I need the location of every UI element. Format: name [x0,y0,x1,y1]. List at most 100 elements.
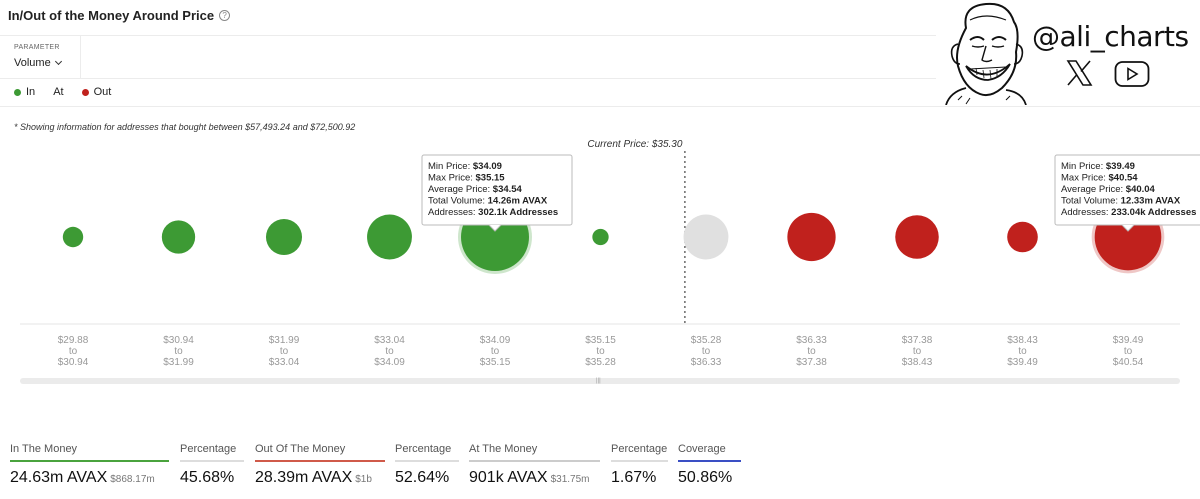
tick-label-from: $35.15 [585,335,616,346]
stat-value: 50.86% [678,469,741,487]
tick-label-from: $39.49 [1113,335,1144,346]
divider [0,78,936,79]
tick-label-to-word: to [174,346,183,357]
tick-label-to: $34.09 [374,357,405,368]
bubble-out[interactable] [895,215,939,259]
stat-value-text: 901k AVAX [469,469,548,486]
tooltip-row-label: Max Price: [428,173,476,184]
bubble-in[interactable] [62,226,84,248]
legend-in-label: In [26,86,36,98]
stat-value: 52.64% [395,469,459,487]
tick-label-from: $30.94 [163,335,194,346]
tooltip-row-value: $40.54 [1109,173,1139,184]
chevron-down-icon [54,57,62,66]
legend-out-dot [81,88,89,96]
bubble-out[interactable] [1007,221,1038,253]
stat-value-text: 24.63m AVAX [10,469,108,486]
tick-label-to-word: to [913,346,922,357]
tooltip-row-value: $34.09 [473,161,502,172]
tooltip-row-value: 233.04k Addresses [1111,207,1196,218]
stat-label: Percentage [611,443,668,455]
stat-sub-value: $31.75m [550,474,590,485]
legend-out[interactable]: Out [81,86,112,98]
tick-label-to: $38.43 [902,357,933,368]
bubble-at[interactable] [683,214,729,260]
stat-in-the-money: In The Money 24.63m AVAX $868.17m [10,443,169,487]
tooltip-row: Min Price: $39.49 [1061,161,1135,172]
horizontal-scrollbar[interactable]: ||| [20,378,1180,384]
tick-label-from: $33.04 [374,335,405,346]
tick-label-to-word: to [280,346,289,357]
stat-label: In The Money [10,443,78,455]
tooltip-row-value: $39.49 [1106,161,1135,172]
tooltip-row-label: Min Price: [1061,161,1106,172]
tick-label-from: $38.43 [1007,335,1038,346]
bubble-out[interactable] [787,212,836,262]
tooltip-row: Max Price: $40.54 [1061,173,1138,184]
brand-watermark: @ali_charts [936,0,1200,106]
tooltip-row: Addresses: 302.1k Addresses [428,207,558,218]
tooltip-row: Addresses: 233.04k Addresses [1061,207,1196,218]
tooltip-row: Total Volume: 12.33m AVAX [1061,196,1181,207]
tooltip-row-value: $40.04 [1126,184,1156,195]
bubble-in[interactable] [161,220,196,254]
divider [0,106,1200,107]
stat-coverage: Coverage 50.86% [678,443,741,487]
tooltip-row-value: 12.33m AVAX [1121,196,1181,207]
stat-label: Out Of The Money [255,443,346,455]
tick-label-to: $40.54 [1113,357,1144,368]
tick-label-to-word: to [1124,346,1133,357]
youtube-icon[interactable] [1114,60,1150,88]
scroll-grip-icon[interactable]: ||| [596,378,601,384]
tooltip-row: Average Price: $40.04 [1061,184,1156,195]
legend-in-dot [14,88,21,96]
tick-label-to-word: to [385,346,394,357]
bubble-in[interactable] [265,218,303,256]
stat-value-text: 45.68% [180,469,235,486]
tooltip-row-label: Max Price: [1061,173,1109,184]
parameter-select[interactable]: Volume [14,57,62,69]
stat-percentage: Percentage 52.64% [395,443,459,487]
tooltip-row-value: $35.15 [476,173,506,184]
tick-label-from: $31.99 [269,335,300,346]
current-price-label: Current Price: $35.30 [587,139,682,150]
tick-label-to: $39.49 [1007,357,1038,368]
tooltip-row: Min Price: $34.09 [428,161,502,172]
tick-label-to-word: to [807,346,816,357]
stat-sub-value: $868.17m [110,474,155,485]
title-row: In/Out of the Money Around Price ? [8,8,231,23]
legend-at[interactable]: At [53,86,63,98]
tick-label-to: $33.04 [269,357,300,368]
meme-face-avatar [945,2,1027,106]
x-icon[interactable] [1064,58,1094,88]
bubble-in[interactable] [367,214,412,260]
stat-rule [180,460,244,462]
tooltip-row-value: 302.1k Addresses [478,207,558,218]
tick-label-to-word: to [702,346,711,357]
stat-at-the-money: At The Money 901k AVAX $31.75m [469,443,600,487]
help-icon[interactable]: ? [219,10,231,21]
tooltip-row-value: 14.26m AVAX [488,196,548,207]
stat-value: 1.67% [611,469,668,487]
stat-rule [611,460,668,462]
legend-in[interactable]: In [14,86,35,98]
tick-label-to: $30.94 [58,357,89,368]
tick-label-to: $37.38 [796,357,827,368]
stat-percentage: Percentage 1.67% [611,443,668,487]
tooltip-row: Total Volume: 14.26m AVAX [428,196,548,207]
tooltip-row: Average Price: $34.54 [428,184,523,195]
info-note: * Showing information for addresses that… [14,122,356,132]
divider [0,35,936,36]
tick-label-to: $36.33 [691,357,722,368]
tooltip-pointer [488,224,502,232]
tick-label-to-word: to [596,346,605,357]
legend-out-label: Out [93,86,112,98]
stat-value: 28.39m AVAX $1b [255,469,385,487]
legend-at-label: At [53,86,64,98]
brand-handle: @ali_charts [1032,20,1189,53]
tick-label-to-word: to [1018,346,1027,357]
bubble-in[interactable] [592,228,609,246]
stat-value: 24.63m AVAX $868.17m [10,469,169,487]
tooltip-row-label: Addresses: [1061,207,1111,218]
stat-rule [395,460,459,462]
